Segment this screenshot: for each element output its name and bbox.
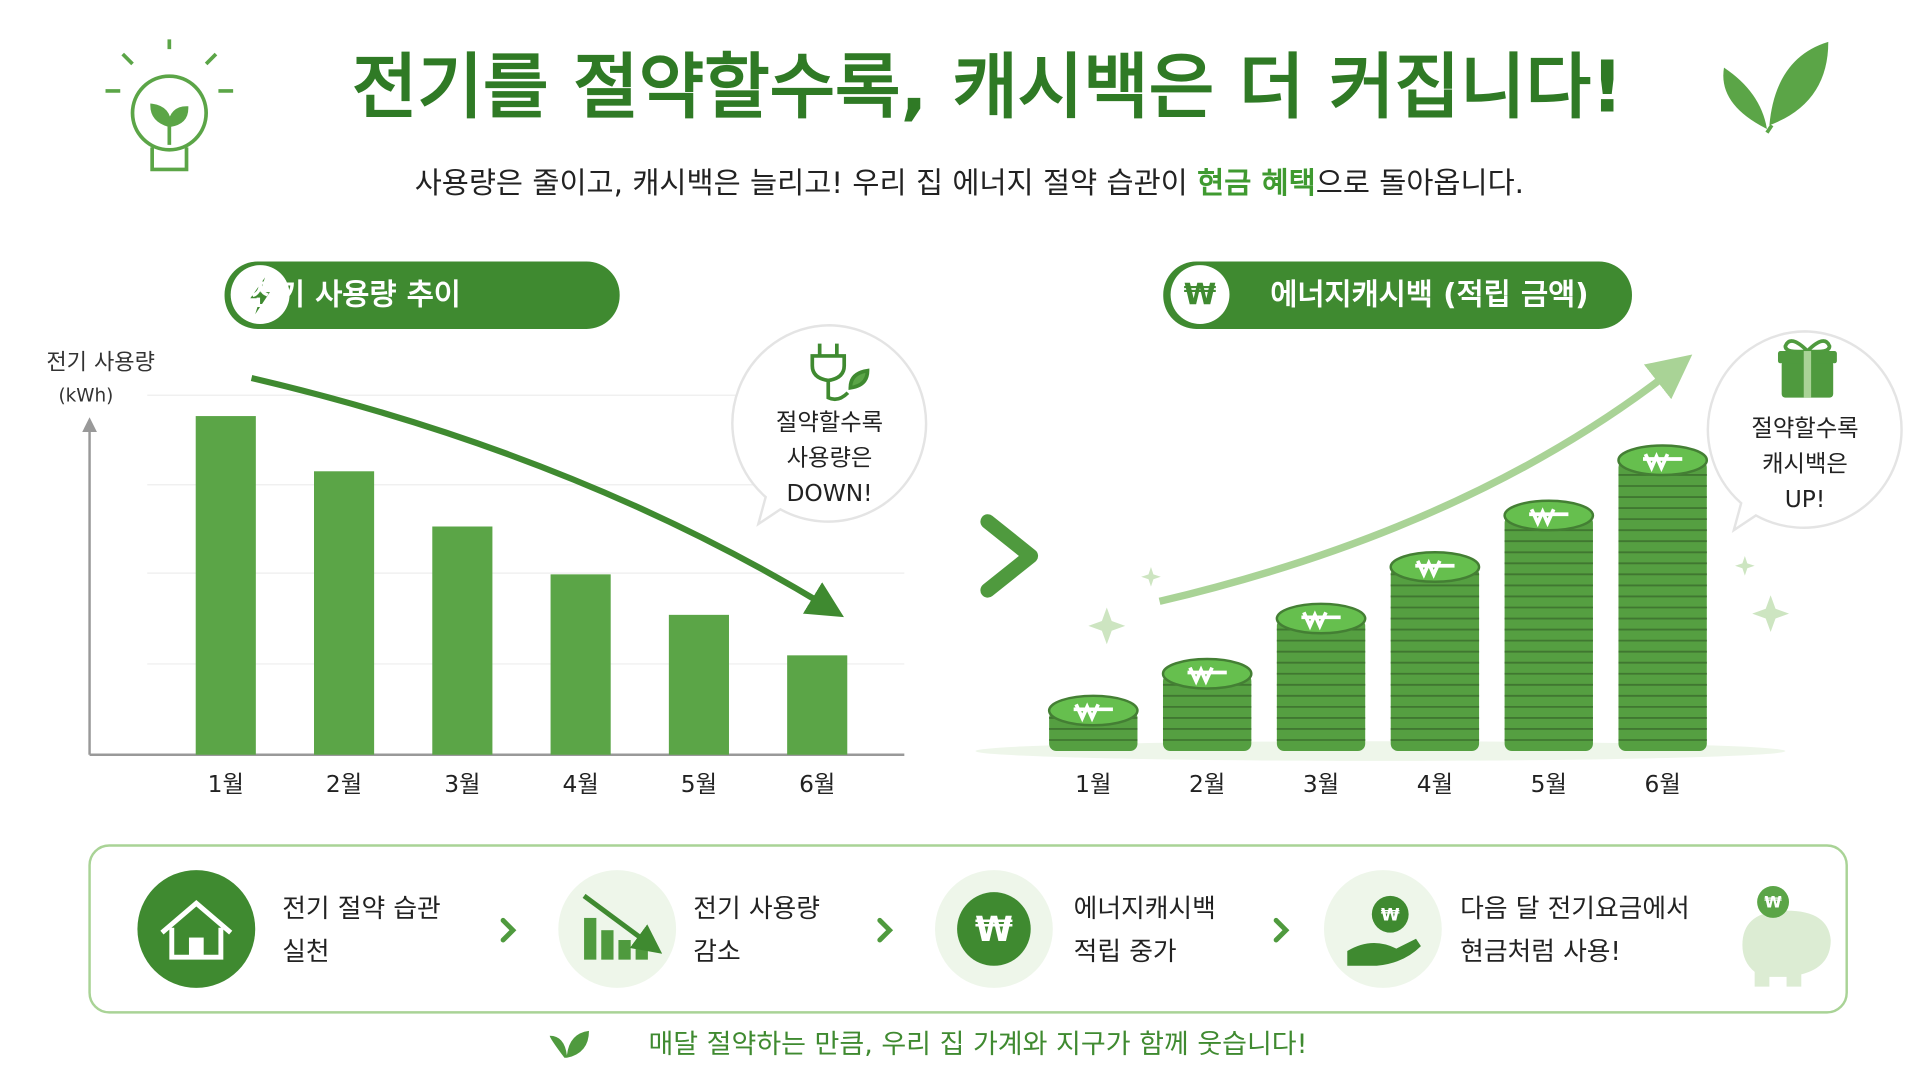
x-tick-label: 2월 <box>1189 771 1225 798</box>
step-chevrons <box>500 917 1290 943</box>
y-axis-label: (kWh) <box>58 385 113 406</box>
callout-bubble <box>731 324 928 527</box>
coin-stack <box>1617 444 1709 752</box>
x-tick-label: 3월 <box>444 771 480 798</box>
pill <box>1163 261 1632 329</box>
subtitle-part: 사용량은 줄이고, 캐시백은 늘리고! 우리 집 에너지 절약 습관이 <box>415 166 1197 200</box>
coin-stack <box>1161 657 1253 752</box>
x-tick-label: 5월 <box>1531 771 1567 798</box>
subtitle: 사용량은 줄이고, 캐시백은 늘리고! 우리 집 에너지 절약 습관이 현금 혜… <box>415 166 1524 200</box>
step-text: 전기 사용량 <box>693 894 820 924</box>
step-text: 감소 <box>693 937 740 967</box>
svg-text:₩: ₩ <box>1764 893 1782 912</box>
x-tick-label: 6월 <box>799 771 835 798</box>
callout-bubble <box>1706 330 1903 534</box>
leaf-icon <box>1723 41 1829 134</box>
won-mark <box>1643 452 1683 473</box>
callout-text: 절약할수록 <box>776 409 883 436</box>
title: 전기를 절약할수록, 캐시백은 더 커집니다! <box>352 46 1623 129</box>
x-tick-label: 1월 <box>1075 771 1111 798</box>
coin-stack <box>1503 499 1595 752</box>
coin-stack <box>1275 602 1367 752</box>
x-tick-label: 6월 <box>1645 771 1681 798</box>
won-mark <box>1073 702 1113 723</box>
bar <box>313 471 375 755</box>
x-tick-label: 4월 <box>1417 771 1453 798</box>
x-tick-label: 3월 <box>1303 771 1339 798</box>
subtitle-part: 으로 돌아옵니다. <box>1316 166 1524 200</box>
callout-text: 절약할수록 <box>1751 415 1858 442</box>
bar <box>432 526 493 755</box>
pill-icon <box>1170 265 1230 325</box>
gift-icon <box>1777 339 1837 398</box>
coin-body <box>1618 460 1707 752</box>
coin-body <box>1390 566 1480 752</box>
flow-arrow-head <box>980 514 1039 598</box>
trend-arrow <box>1158 354 1693 605</box>
won-icon: ₩ <box>1184 277 1217 311</box>
svg-text:₩: ₩ <box>1381 905 1400 925</box>
footer-text: 매달 절약하는 만큼, 우리 집 가계와 지구가 함께 웃습니다! <box>648 1029 1307 1060</box>
won-mark <box>1415 558 1455 579</box>
x-tick-label: 5월 <box>681 771 717 798</box>
step-text: 현금처럼 사용! <box>1460 937 1621 967</box>
step-icons: ₩ ₩ ₩ <box>137 870 1831 988</box>
bar <box>787 655 848 755</box>
coin-stack <box>1047 694 1139 752</box>
step-text: 다음 달 전기요금에서 <box>1460 894 1690 924</box>
sparkles <box>1088 555 1790 645</box>
bar <box>195 416 256 755</box>
won-mark <box>1301 610 1341 631</box>
coin-stack <box>1389 551 1481 752</box>
callout-text: 캐시백은 <box>1762 451 1848 478</box>
step-text: 에너지캐시백 <box>1074 894 1216 924</box>
plug-icon <box>810 343 870 402</box>
step-text: 적립 중가 <box>1074 937 1177 967</box>
svg-text:₩: ₩ <box>975 910 1013 950</box>
x-tick-label: 4월 <box>563 771 599 798</box>
footer-leaf <box>549 1030 589 1058</box>
bolt-icon <box>250 277 270 315</box>
callout-text: DOWN! <box>786 480 872 507</box>
chart-title: 전기 사용량 추이 <box>251 277 461 311</box>
bar <box>550 574 611 755</box>
callout-text: 사용량은 <box>787 445 873 472</box>
x-tick-label: 2월 <box>326 771 362 798</box>
step-text: 전기 절약 습관 <box>282 894 441 924</box>
trend-arrow <box>250 375 844 618</box>
x-tick-label: 1월 <box>208 771 244 798</box>
chart-title: 에너지캐시백 (적립 금액) <box>1270 277 1588 311</box>
subtitle-highlight: 현금 혜택 <box>1197 166 1316 200</box>
y-axis-label: 전기 사용량 <box>46 350 155 375</box>
won-mark <box>1529 507 1569 528</box>
step-text: 실천 <box>282 937 329 967</box>
coin-body <box>1162 673 1252 752</box>
bar <box>668 614 729 755</box>
bulb-icon <box>105 39 234 172</box>
coin-body <box>1504 515 1593 752</box>
pill <box>224 261 620 329</box>
won-mark <box>1187 665 1227 686</box>
axis-arrow <box>82 417 97 433</box>
callout-text: UP! <box>1785 486 1825 513</box>
